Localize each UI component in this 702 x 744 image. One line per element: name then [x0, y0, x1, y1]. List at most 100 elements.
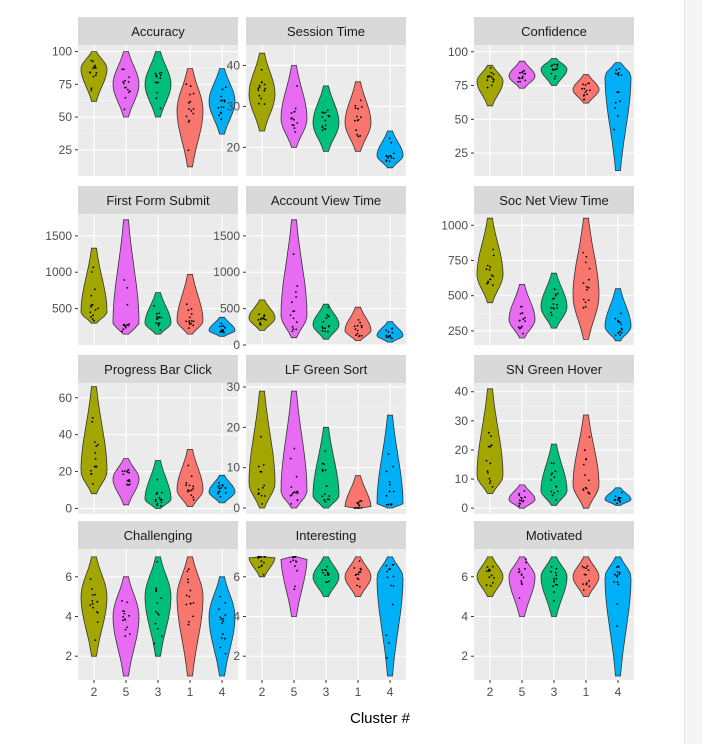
data-point: [553, 600, 555, 602]
data-point: [616, 575, 618, 578]
data-point: [127, 324, 130, 327]
x-tick-label: 2: [259, 685, 266, 699]
data-point: [486, 566, 489, 568]
violin-cluster-5: [112, 458, 140, 506]
data-point: [92, 606, 94, 609]
violin-cluster-4: [208, 68, 236, 135]
data-point: [385, 564, 388, 567]
x-axis-title: Cluster #: [350, 710, 411, 727]
data-point: [488, 477, 491, 480]
data-point: [389, 335, 391, 338]
data-point: [293, 310, 296, 312]
data-point: [220, 637, 223, 639]
data-point: [96, 611, 98, 613]
data-point: [190, 109, 193, 112]
data-point: [326, 498, 329, 500]
violin-cluster-5: [112, 219, 140, 335]
data-point: [188, 108, 190, 110]
data-point: [492, 565, 494, 568]
points-cluster-1: [354, 99, 363, 138]
data-point: [91, 318, 94, 320]
violin-cluster-1: [344, 306, 372, 341]
data-point: [354, 104, 357, 107]
data-point: [225, 491, 227, 494]
data-point: [583, 449, 586, 452]
data-point: [158, 72, 161, 75]
violin-cluster-1: [572, 414, 600, 509]
data-point: [189, 85, 192, 88]
data-point: [520, 582, 523, 584]
points-cluster-5: [289, 556, 298, 591]
data-point: [583, 94, 585, 96]
violin-cluster-3: [540, 556, 568, 617]
data-point: [326, 313, 329, 316]
data-point: [93, 319, 95, 322]
data-point: [218, 114, 221, 117]
data-point: [325, 317, 328, 319]
data-point: [296, 122, 299, 124]
data-point: [160, 316, 163, 319]
data-point: [555, 567, 558, 570]
data-point: [524, 79, 527, 82]
data-point: [291, 117, 293, 119]
data-point: [156, 602, 159, 604]
data-point: [220, 106, 223, 108]
data-point: [613, 581, 615, 583]
data-point: [616, 499, 619, 501]
data-point: [356, 115, 358, 118]
data-point: [293, 491, 296, 493]
data-point: [292, 317, 295, 320]
data-point: [361, 106, 363, 108]
data-point: [190, 313, 193, 315]
data-point: [616, 603, 619, 605]
y-tick-label: 30: [227, 99, 241, 113]
points-cluster-4: [218, 595, 227, 655]
violin-cluster-4: [604, 556, 632, 677]
data-point: [128, 614, 130, 617]
violin-cluster-5: [112, 51, 140, 118]
data-point: [584, 84, 587, 86]
data-point: [489, 480, 492, 482]
data-point: [358, 335, 361, 337]
data-point: [614, 317, 617, 320]
x-tick-label: 4: [615, 685, 622, 699]
violin-cluster-1: [176, 68, 204, 168]
data-point: [550, 311, 552, 314]
data-point: [224, 487, 227, 490]
data-point: [192, 487, 195, 490]
data-point: [263, 562, 265, 564]
violin-cluster-2: [248, 52, 276, 132]
data-point: [620, 331, 623, 334]
y-tick-label: 75: [59, 77, 73, 91]
data-point: [360, 116, 362, 119]
data-point: [618, 68, 621, 70]
data-point: [518, 494, 521, 497]
data-point: [263, 315, 265, 317]
data-point: [297, 492, 299, 494]
data-point: [523, 490, 526, 492]
x-tick-label: 1: [355, 685, 362, 699]
violin-cluster-3: [144, 460, 172, 509]
panel-title: Challenging: [124, 528, 193, 543]
data-point: [264, 556, 267, 558]
y-tick-label: 4: [461, 609, 468, 623]
points-cluster-3: [550, 565, 559, 602]
violin-cluster-4: [376, 130, 404, 169]
data-point: [489, 67, 492, 69]
y-tick-label: 25: [455, 146, 469, 160]
data-point: [393, 152, 395, 155]
data-point: [295, 491, 297, 494]
points-cluster-1: [353, 560, 362, 588]
y-tick-label: 4: [65, 609, 72, 623]
violin-cluster-4: [376, 321, 404, 343]
points-cluster-3: [321, 565, 330, 584]
data-point: [160, 491, 163, 494]
points-cluster-4: [613, 565, 621, 628]
data-point: [585, 582, 588, 585]
data-point: [588, 580, 590, 582]
panel-title: Interesting: [296, 528, 357, 543]
y-tick-label: 0: [461, 501, 468, 515]
panel-12: Motivated 2 4 6 2 5 3 1 4: [461, 521, 634, 699]
data-point: [324, 568, 326, 571]
data-point: [585, 567, 588, 569]
